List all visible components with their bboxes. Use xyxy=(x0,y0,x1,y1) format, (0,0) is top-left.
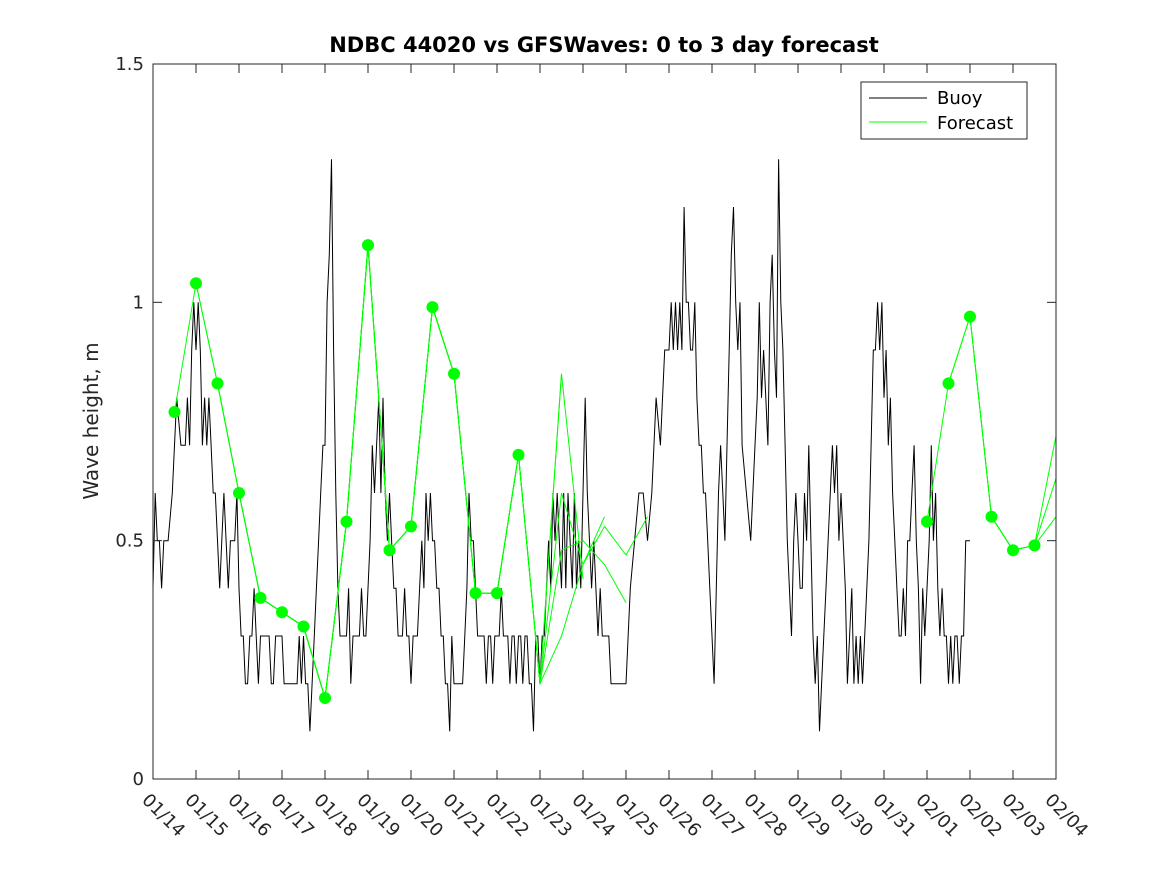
chart-title: NDBC 44020 vs GFSWaves: 0 to 3 day forec… xyxy=(329,33,879,57)
forecast-point xyxy=(405,520,417,533)
forecast-point xyxy=(1028,539,1041,552)
forecast-point xyxy=(362,239,374,252)
forecast-point xyxy=(319,692,331,704)
plot-frame xyxy=(152,63,1057,780)
forecast-point xyxy=(942,377,955,390)
forecast-point xyxy=(254,591,267,604)
forecast-points xyxy=(168,239,1041,704)
forecast-point xyxy=(211,377,224,390)
forecast-point xyxy=(383,544,396,557)
y-tick-label: 1 xyxy=(133,292,144,313)
legend-box xyxy=(860,81,1028,140)
forecast-point xyxy=(297,620,310,633)
legend-buoy-label: Buoy xyxy=(937,88,983,109)
forecast-point xyxy=(469,587,482,600)
forecast-point xyxy=(491,587,503,600)
forecast-point xyxy=(276,606,288,619)
y-axis-label: Wave height, m xyxy=(79,342,103,499)
forecast-point xyxy=(448,367,460,380)
forecast-point xyxy=(168,406,181,418)
y-axis: 0 0.5 1 1.5 xyxy=(115,54,1056,790)
forecast-point xyxy=(233,487,245,499)
forecast-point xyxy=(964,310,976,323)
y-tick-label: 0 xyxy=(133,769,144,790)
plot-area xyxy=(153,64,1056,779)
forecast-point xyxy=(985,510,998,523)
forecast-point xyxy=(190,277,202,290)
forecast-point xyxy=(340,515,353,528)
forecast-point xyxy=(512,448,525,461)
y-tick-label: 1.5 xyxy=(115,54,144,75)
forecast-point xyxy=(1007,544,1019,557)
y-tick-label: 0.5 xyxy=(115,531,144,552)
forecast-point xyxy=(426,301,439,314)
forecast-point xyxy=(921,515,933,528)
forecast-run-line-16 xyxy=(518,454,648,686)
legend-forecast-label: Forecast xyxy=(937,113,1013,134)
legend: Buoy Forecast xyxy=(860,81,1028,140)
